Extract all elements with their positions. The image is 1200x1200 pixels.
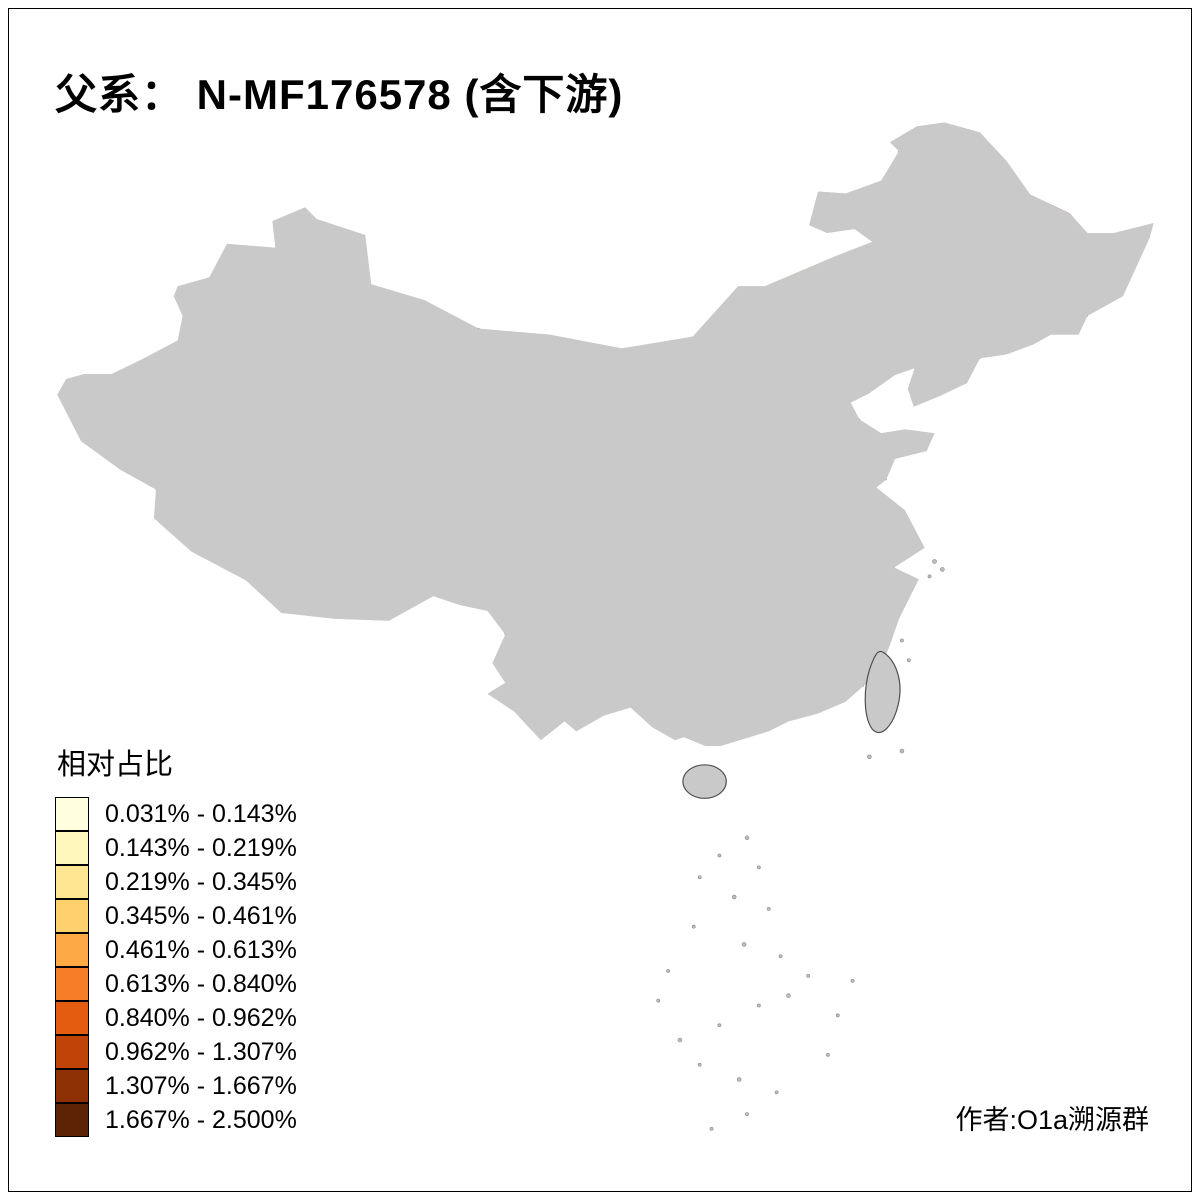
legend-rows: 0.031% - 0.143% 0.143% - 0.219% 0.219% - 0… [55, 797, 297, 1137]
legend-label: 0.219% - 0.345% [105, 867, 297, 896]
legend-swatch [55, 1103, 89, 1137]
legend-label: 0.031% - 0.143% [105, 799, 297, 828]
national-outline [56, 121, 1155, 747]
legend-row: 0.031% - 0.143% [55, 797, 297, 831]
legend-swatch [55, 1035, 89, 1069]
legend-row: 0.461% - 0.613% [55, 933, 297, 967]
legend-swatch [55, 831, 89, 865]
hainan-island [682, 764, 727, 799]
china-map [56, 121, 1155, 1131]
legend-swatch [55, 1069, 89, 1103]
map-region [888, 408, 906, 424]
map-title: 父系： N-MF176578 (含下游) [55, 71, 624, 118]
legend-label: 0.345% - 0.461% [105, 901, 297, 930]
attribution: 作者:O1a溯源群 [955, 1105, 1149, 1135]
legend-label: 0.143% - 0.219% [105, 833, 297, 862]
legend-row: 0.962% - 1.307% [55, 1035, 297, 1069]
legend: 相对占比 0.031% - 0.143% 0.143% - 0.219% 0.219… [55, 741, 297, 1137]
legend-swatch [55, 797, 89, 831]
legend-row: 0.143% - 0.219% [55, 831, 297, 865]
legend-swatch [55, 1001, 89, 1035]
legend-row: 0.840% - 0.962% [55, 1001, 297, 1035]
legend-label: 1.307% - 1.667% [105, 1071, 297, 1100]
legend-swatch [55, 967, 89, 1001]
legend-title: 相对占比 [57, 749, 174, 781]
legend-row: 1.667% - 2.500% [55, 1103, 297, 1137]
legend-label: 0.962% - 1.307% [105, 1037, 297, 1066]
legend-label: 0.840% - 0.962% [105, 1003, 297, 1032]
taiwan-island [864, 650, 901, 734]
legend-row: 0.345% - 0.461% [55, 899, 297, 933]
legend-label: 1.667% - 2.500% [105, 1105, 297, 1134]
legend-swatch [55, 865, 89, 899]
legend-label: 0.461% - 0.613% [105, 935, 297, 964]
map-frame: 父系： N-MF176578 (含下游) 相对占比 0.031% - 0.143… [8, 8, 1192, 1192]
legend-row: 1.307% - 1.667% [55, 1069, 297, 1103]
south-china-sea-islands [656, 559, 945, 1131]
legend-row: 0.219% - 0.345% [55, 865, 297, 899]
legend-label: 0.613% - 0.840% [105, 969, 297, 998]
legend-row: 0.613% - 0.840% [55, 967, 297, 1001]
legend-swatch [55, 899, 89, 933]
legend-swatch [55, 933, 89, 967]
